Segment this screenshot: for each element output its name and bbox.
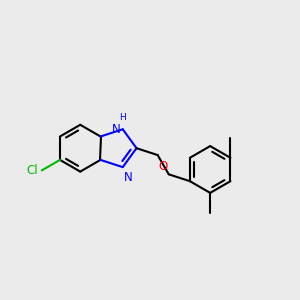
Text: Cl: Cl bbox=[26, 164, 38, 177]
Text: N: N bbox=[124, 171, 133, 184]
Text: N: N bbox=[112, 123, 120, 136]
Text: O: O bbox=[158, 160, 167, 172]
Text: H: H bbox=[119, 113, 126, 122]
